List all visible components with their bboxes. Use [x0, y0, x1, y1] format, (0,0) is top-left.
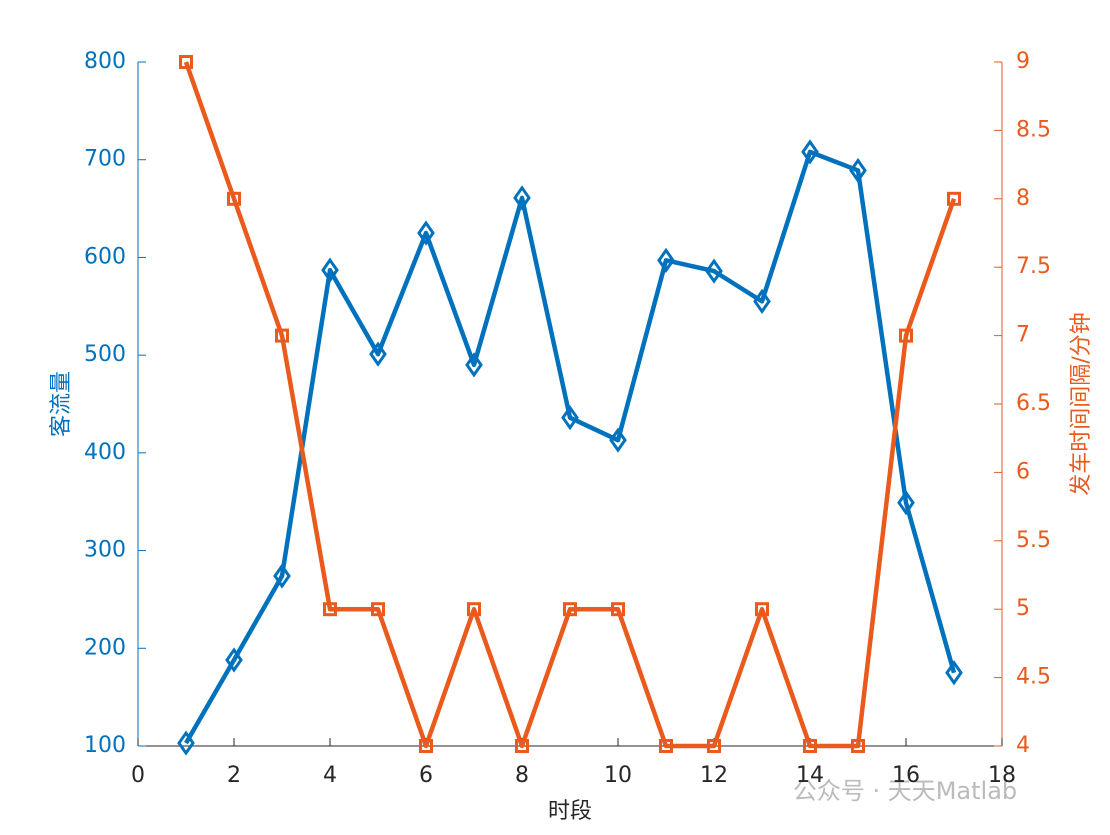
- marker: [561, 405, 579, 431]
- marker: [515, 739, 529, 753]
- watermark: 公众号 · 天天Matlab: [793, 777, 1017, 805]
- x-tick-label: 6: [419, 763, 433, 788]
- marker: [417, 220, 435, 246]
- marker: [899, 328, 913, 343]
- y2-tick-label: 5: [1016, 596, 1030, 621]
- y2-tick-label: 6: [1016, 459, 1030, 484]
- marker: [609, 427, 627, 453]
- x-tick-label: 18: [988, 763, 1016, 788]
- marker: [563, 602, 577, 617]
- y2-tick-label: 6.5: [1016, 391, 1051, 416]
- x-tick-label: 12: [700, 763, 728, 788]
- marker: [225, 647, 243, 673]
- x-tick-label: 14: [796, 763, 824, 788]
- marker: [849, 157, 867, 184]
- y2-tick-label: 8: [1016, 186, 1030, 211]
- y-tick-label: 800: [84, 49, 126, 74]
- y-tick-label: 500: [84, 342, 126, 367]
- y2-axis-label: 发车时间间隔/分钟: [1069, 312, 1094, 495]
- marker: [465, 352, 483, 378]
- y2-tick-label: 4: [1016, 733, 1030, 758]
- marker: [369, 341, 387, 367]
- y2-tick-label: 9: [1016, 49, 1030, 74]
- y-tick-label: 600: [84, 244, 126, 269]
- y-tick-label: 300: [84, 538, 126, 563]
- marker: [227, 191, 241, 206]
- marker: [897, 490, 915, 516]
- y2-tick-label: 8.5: [1016, 117, 1051, 142]
- marker: [851, 739, 865, 753]
- marker: [177, 730, 195, 756]
- marker: [945, 660, 963, 686]
- marker: [657, 247, 675, 273]
- marker: [705, 258, 723, 284]
- marker: [273, 563, 291, 589]
- marker: [755, 602, 769, 617]
- marker: [179, 55, 193, 69]
- series-line: [184, 149, 957, 745]
- x-tick-label: 0: [131, 763, 145, 788]
- y2-tick-label: 7.5: [1016, 254, 1051, 279]
- y-axis-label: 客流量: [49, 371, 74, 437]
- x-tick-label: 16: [892, 763, 920, 788]
- y-tick-label: 700: [84, 147, 126, 172]
- marker: [947, 191, 961, 206]
- marker: [707, 739, 721, 753]
- y-tick-label: 100: [84, 733, 126, 758]
- y2-tick-label: 4.5: [1016, 665, 1051, 690]
- x-tick-label: 10: [604, 763, 632, 788]
- x-tick-label: 8: [515, 763, 529, 788]
- marker: [801, 139, 819, 165]
- x-axis-label: 时段: [548, 799, 592, 824]
- marker: [419, 739, 433, 753]
- y-tick-label: 200: [84, 635, 126, 660]
- y-tick-label: 400: [84, 440, 126, 465]
- marker: [659, 739, 673, 753]
- marker: [467, 602, 481, 617]
- y2-tick-label: 5.5: [1016, 528, 1051, 553]
- marker: [371, 602, 385, 617]
- marker: [611, 602, 625, 617]
- marker: [321, 257, 339, 283]
- marker: [803, 739, 817, 753]
- marker: [275, 328, 289, 343]
- series-line: [183, 61, 957, 749]
- marker: [323, 602, 337, 617]
- x-tick-label: 4: [323, 763, 337, 788]
- marker: [513, 185, 531, 211]
- marker: [753, 288, 771, 315]
- y2-tick-label: 7: [1016, 323, 1030, 348]
- x-tick-label: 2: [227, 763, 241, 788]
